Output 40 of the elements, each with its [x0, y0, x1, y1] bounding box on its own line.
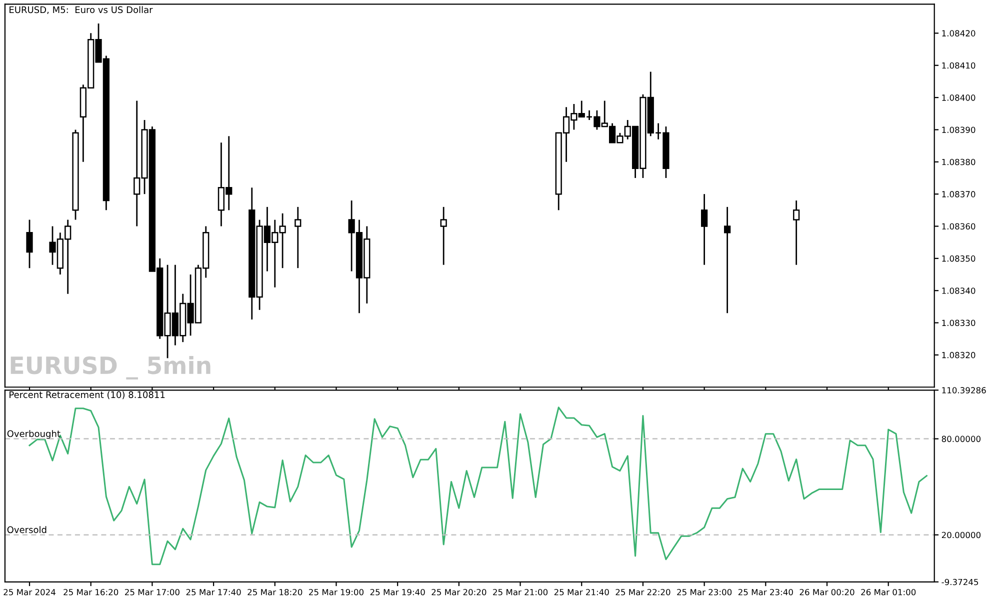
- chart-title: EURUSD, M5: Euro vs US Dollar: [10, 6, 153, 14]
- y-tick-label: 1.08370: [942, 191, 976, 198]
- x-tick-label: 25 Mar 19:40: [370, 588, 425, 596]
- y-tick-label: 1.08350: [942, 255, 976, 262]
- candlestick: [294, 206, 302, 269]
- x-tick-label: 25 Mar 23:40: [738, 588, 793, 596]
- x-tick-label: 25 Mar 23:00: [677, 588, 732, 596]
- y-tick-label: 1.08340: [942, 288, 976, 294]
- x-tick-label: 25 Mar 16:20: [64, 588, 118, 596]
- y-tick-label: 80.00000: [942, 436, 981, 442]
- candlestick: [701, 193, 708, 266]
- x-tick-label: 25 Mar 17:40: [186, 588, 241, 596]
- y-tick-label: 110.39286: [942, 387, 986, 394]
- ref-line-label: Oversold: [7, 526, 46, 534]
- x-tick-label: 25 Mar 17:00: [124, 588, 180, 596]
- x-tick-label: 25 Mar 21:00: [493, 588, 548, 596]
- y-tick-label: 1.08390: [942, 126, 976, 133]
- x-tick-label: 25 Mar 21:40: [554, 588, 609, 596]
- y-tick-label: -9.37245: [942, 578, 978, 586]
- x-tick-label: 25 Mar 2024: [4, 588, 56, 596]
- x-tick-label: 25 Mar 18:20: [248, 588, 302, 596]
- y-tick-label: 1.08410: [942, 62, 976, 69]
- y-tick-label: 1.08400: [942, 94, 976, 101]
- y-tick-label: 1.08320: [942, 352, 976, 358]
- y-tick-label: 1.08330: [942, 320, 976, 326]
- candlestick: [724, 206, 731, 314]
- x-tick-label: 25 Mar 22:20: [616, 588, 670, 596]
- x-tick-label: 25 Mar 20:20: [432, 588, 486, 596]
- y-tick-label: 1.08420: [942, 30, 976, 36]
- x-tick-label: 26 Mar 00:20: [800, 588, 854, 596]
- y-tick-label: 20.00000: [942, 532, 981, 538]
- candlestick: [440, 206, 447, 266]
- candlestick: [26, 219, 33, 269]
- candlestick: [793, 200, 800, 266]
- ref-line-label: Overbought: [7, 430, 60, 439]
- chart-title: Percent Retracement (10) 8.10811: [10, 391, 165, 400]
- x-tick-label: 26 Mar 01:00: [861, 588, 916, 596]
- y-tick-label: 1.08360: [942, 223, 976, 230]
- x-tick-label: 25 Mar 19:00: [309, 588, 364, 596]
- y-tick-label: 1.08380: [942, 158, 976, 166]
